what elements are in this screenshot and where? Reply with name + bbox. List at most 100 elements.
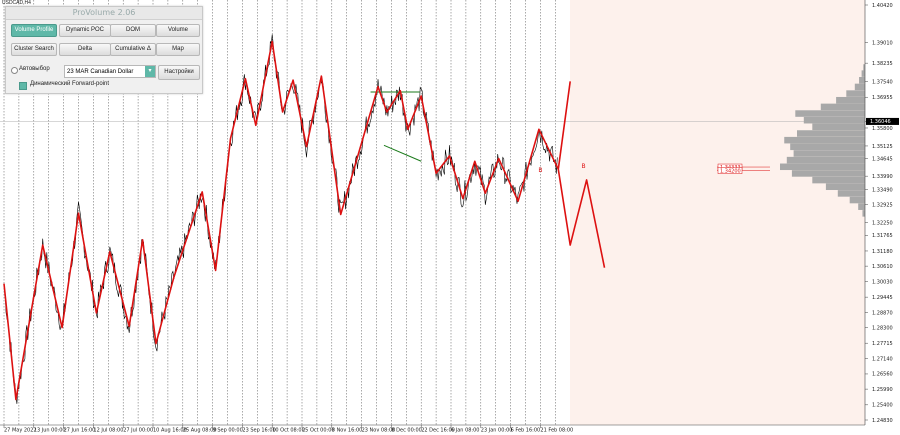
profile-bar-3 [854,83,865,91]
y-tick-label-23: 1.25990 [872,387,893,393]
y-tick-label-0: 1.40420 [872,3,893,9]
price-axis: 1.40420 1.39010 1.38235 1.37540 1.36955 1.360… [865,3,893,424]
auto-select-radio[interactable] [11,67,18,74]
level-label-1: 1.34200 [720,168,741,174]
y-tick-label-6: 1.35800 [872,126,893,132]
zigzag-line [3,40,606,401]
x-tick-label-0: 27 May 2022 [4,428,37,434]
x-tick-label-7: 9 Sep 00:00 [213,428,243,434]
price-levels: 1.343331.34200 [717,163,770,174]
y-tick-label-3: 1.37540 [872,79,893,85]
profile-bar-13 [793,150,865,157]
x-tick-label-5: 10 Aug 16:00 [153,428,187,434]
volume-profile [780,64,865,217]
triangle-line-1 [383,144,422,162]
contract-value: 23 MAR Canadian Dollar [67,69,134,75]
x-tick-label-6: 25 Aug 08:00 [183,428,217,434]
profile-bar-2 [859,77,865,84]
y-tick-label-12: 1.32250 [872,220,893,226]
delta-button[interactable]: Delta [59,43,111,56]
dynamic-poc-button[interactable]: Dynamic POC [59,24,111,37]
y-tick-label-15: 1.30610 [872,264,893,270]
current-price-marker: 1.36046 [866,117,899,125]
x-tick-label-1: 13 Jun 00:00 [34,428,66,434]
dom-button[interactable]: DOM [110,24,156,37]
y-tick-label-21: 1.27140 [872,356,893,362]
profile-bar-1 [861,70,865,77]
y-tick-label-9: 1.33990 [872,174,893,180]
cluster-search-button[interactable]: Cluster Search [11,43,57,56]
profile-bar-12 [790,143,865,151]
y-tick-label-17: 1.29445 [872,295,893,301]
profile-bar-5 [836,96,865,104]
x-tick-label-2: 27 Jun 16:00 [64,428,96,434]
x-tick-label-17: 6 Feb 16:00 [511,428,541,434]
dynamic-forward-checkbox[interactable] [19,82,27,90]
y-tick-label-24: 1.25400 [872,403,893,409]
settings-button[interactable]: Настройки [158,65,200,80]
y-tick-label-2: 1.38235 [872,61,893,67]
profile-bar-14 [786,156,865,164]
y-tick-label-20: 1.27715 [872,341,893,347]
panel-title: ProVolume 2.06 [6,7,202,20]
profile-bar-0 [863,64,865,71]
dynamic-forward-label: Динамический Forward-point [30,81,110,87]
y-tick-label-8: 1.34645 [872,157,893,163]
profile-bar-15 [780,163,865,171]
profile-bar-18 [825,183,865,191]
profile-bar-9 [812,123,865,131]
profile-bar-4 [846,90,865,97]
y-tick-label-19: 1.28300 [872,325,893,331]
zigzag-up-projection [557,81,571,170]
projection-label-1: B [582,163,586,170]
x-tick-label-3: 12 Jul 08:00 [93,428,123,434]
x-tick-label-15: 6 Jan 08:00 [451,428,479,434]
y-tick-label-11: 1.32925 [872,202,893,208]
triangle-pattern [370,91,422,162]
y-tick-label-22: 1.26560 [872,372,893,378]
profile-bar-20 [849,196,865,204]
y-tick-label-10: 1.33490 [872,187,893,193]
projection-labels: BB [538,163,585,174]
current-price-box [866,117,899,125]
y-tick-label-13: 1.31765 [872,233,893,239]
profile-bar-6 [820,103,865,111]
symbol-label: USDCAD,H4 [2,0,31,6]
y-tick-label-14: 1.31180 [872,249,893,255]
y-tick-label-7: 1.35125 [872,144,893,150]
profile-bar-11 [784,136,865,144]
level-box-1 [717,167,743,174]
x-tick-label-13: 8 Dec 00:00 [391,428,421,434]
volume-button[interactable]: Volume [156,24,200,37]
x-tick-label-9: 10 Oct 08:00 [272,428,305,434]
profile-bar-16 [791,170,865,177]
cumulative-delta-button[interactable]: Cumulative Δ [110,43,156,56]
x-tick-label-8: 23 Sep 16:00 [242,428,275,434]
profile-bar-10 [797,130,865,137]
chevron-down-icon[interactable]: ▾ [145,66,155,77]
y-tick-label-1: 1.39010 [872,40,893,46]
contract-select[interactable]: 23 MAR Canadian Dollar ▾ [64,65,156,78]
y-tick-label-4: 1.36955 [872,95,893,101]
y-tick-label-16: 1.30030 [872,279,893,285]
vertical-grid [3,0,556,425]
provolume-panel: ProVolume 2.06 Volume Profile Dynamic PO… [5,6,203,94]
profile-bar-7 [795,110,865,117]
auto-select-label: Автовыбор [19,66,50,72]
profile-bar-17 [812,176,865,184]
x-tick-label-12: 23 Nov 08:00 [362,428,396,434]
x-tick-label-18: 21 Feb 08:00 [540,428,573,434]
projection-label-0: B [538,167,542,174]
future-projection-area [570,0,865,425]
y-tick-label-18: 1.28870 [872,310,893,316]
current-price-label: 1.36046 [870,119,891,125]
x-tick-label-4: 27 Jul 00:00 [123,428,153,434]
map-button[interactable]: Map [156,43,200,56]
x-tick-label-14: 22 Dec 16:00 [421,428,455,434]
profile-bar-21 [858,203,865,210]
x-tick-label-11: 8 Nov 16:00 [332,428,363,434]
volume-profile-button[interactable]: Volume Profile [11,24,57,37]
profile-bar-8 [803,116,865,124]
